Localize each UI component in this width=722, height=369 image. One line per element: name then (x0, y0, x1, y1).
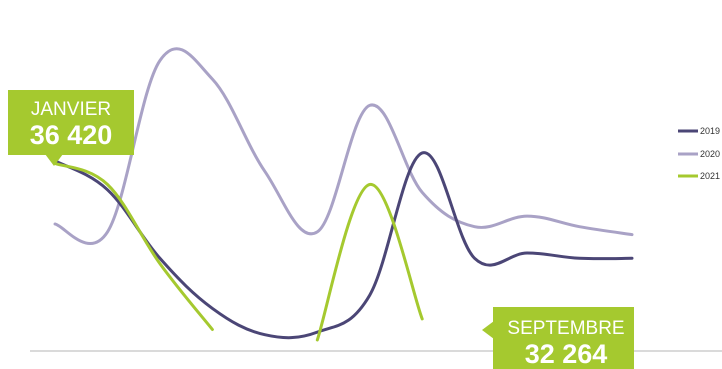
series-line-2019 (53, 151, 634, 340)
series-line-2020 (53, 47, 634, 245)
callout-january-box (8, 90, 134, 155)
legend-label-2020: 2020 (700, 149, 720, 159)
callout-september: SEPTEMBRE 32 264 (482, 307, 634, 369)
callout-september-month: SEPTEMBRE (507, 318, 624, 339)
series-layer (53, 47, 634, 342)
legend-label-2021: 2021 (700, 171, 720, 181)
series-line-2021-segment-1 (53, 161, 214, 331)
callout-september-box (493, 307, 634, 369)
callout-september-value: 32 264 (525, 339, 608, 369)
callout-january-value: 36 420 (30, 120, 113, 150)
callout-january: JANVIER 36 420 (8, 90, 134, 166)
legend-label-2019: 2019 (700, 126, 720, 136)
callout-september-pointer (482, 321, 494, 339)
callout-january-pointer (45, 154, 63, 166)
series-line-2021-segment-2 (315, 183, 424, 342)
legend: 2019 2020 2021 (678, 126, 720, 181)
callout-january-month: JANVIER (31, 99, 111, 120)
